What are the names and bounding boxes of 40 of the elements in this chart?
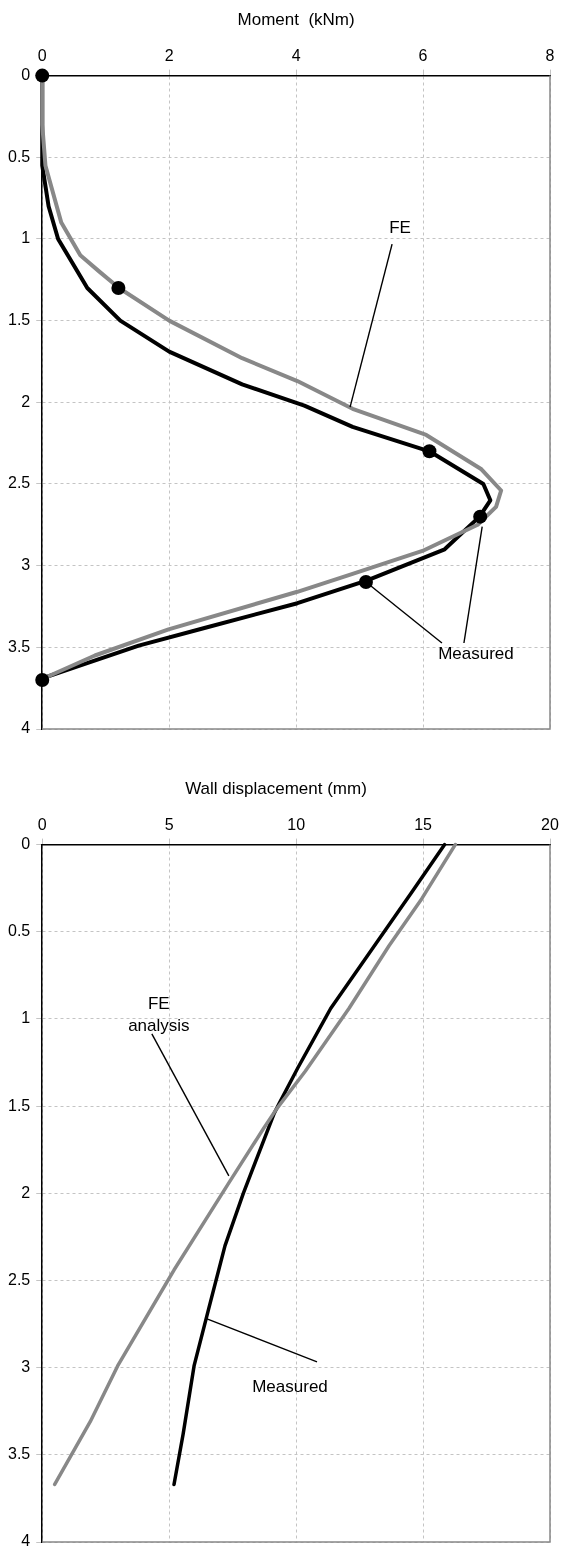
x-tick-label: 5	[164, 816, 174, 834]
y-tick-label: 4	[21, 1532, 31, 1550]
point	[358, 574, 373, 589]
x-tick-label: 2	[164, 47, 174, 65]
y-tick-label: 1	[21, 1009, 31, 1027]
y-tick-label: 3	[21, 1358, 31, 1376]
point	[473, 509, 488, 524]
y-tick-label: 2	[21, 1183, 31, 1201]
x-tick-label: 8	[545, 47, 555, 65]
annotation: FE analysis	[128, 993, 190, 1035]
y-tick-label: 2	[21, 392, 31, 410]
y-tick-label: 4	[21, 719, 31, 737]
annotation: FE	[389, 217, 411, 237]
x-tick-label: 4	[291, 47, 301, 65]
y-tick-label: 0.5	[7, 147, 31, 165]
annotation: Measured	[438, 643, 514, 663]
y-tick-label: 3.5	[7, 1445, 31, 1463]
y-tick-label: 0	[21, 66, 31, 84]
y-tick-label: 0	[21, 835, 31, 853]
x-tick-label: 0	[37, 816, 47, 834]
y-tick-label: 1.5	[7, 1096, 31, 1114]
y-tick-label: 1	[21, 229, 31, 247]
x-axis-title: Moment (kNm)	[237, 9, 355, 29]
x-tick-label: 20	[541, 816, 559, 834]
x-tick-label: 10	[287, 816, 306, 834]
y-tick-label: 3.5	[7, 637, 31, 655]
y-tick-label: 0.5	[7, 922, 31, 940]
y-tick-label: 3	[21, 556, 31, 574]
point	[422, 444, 437, 459]
point	[35, 673, 50, 687]
annotation: Measured	[252, 1376, 328, 1396]
y-tick-label: 2.5	[7, 474, 31, 492]
x-tick-label: 6	[418, 47, 428, 65]
y-tick-label: 1.5	[7, 311, 31, 329]
point	[111, 280, 126, 295]
point	[35, 68, 50, 83]
x-tick-label: 0	[37, 47, 47, 65]
y-tick-label: 2.5	[7, 1270, 31, 1288]
x-tick-label: 15	[414, 816, 433, 834]
chart-title: Wall displacement (mm)	[185, 778, 367, 798]
